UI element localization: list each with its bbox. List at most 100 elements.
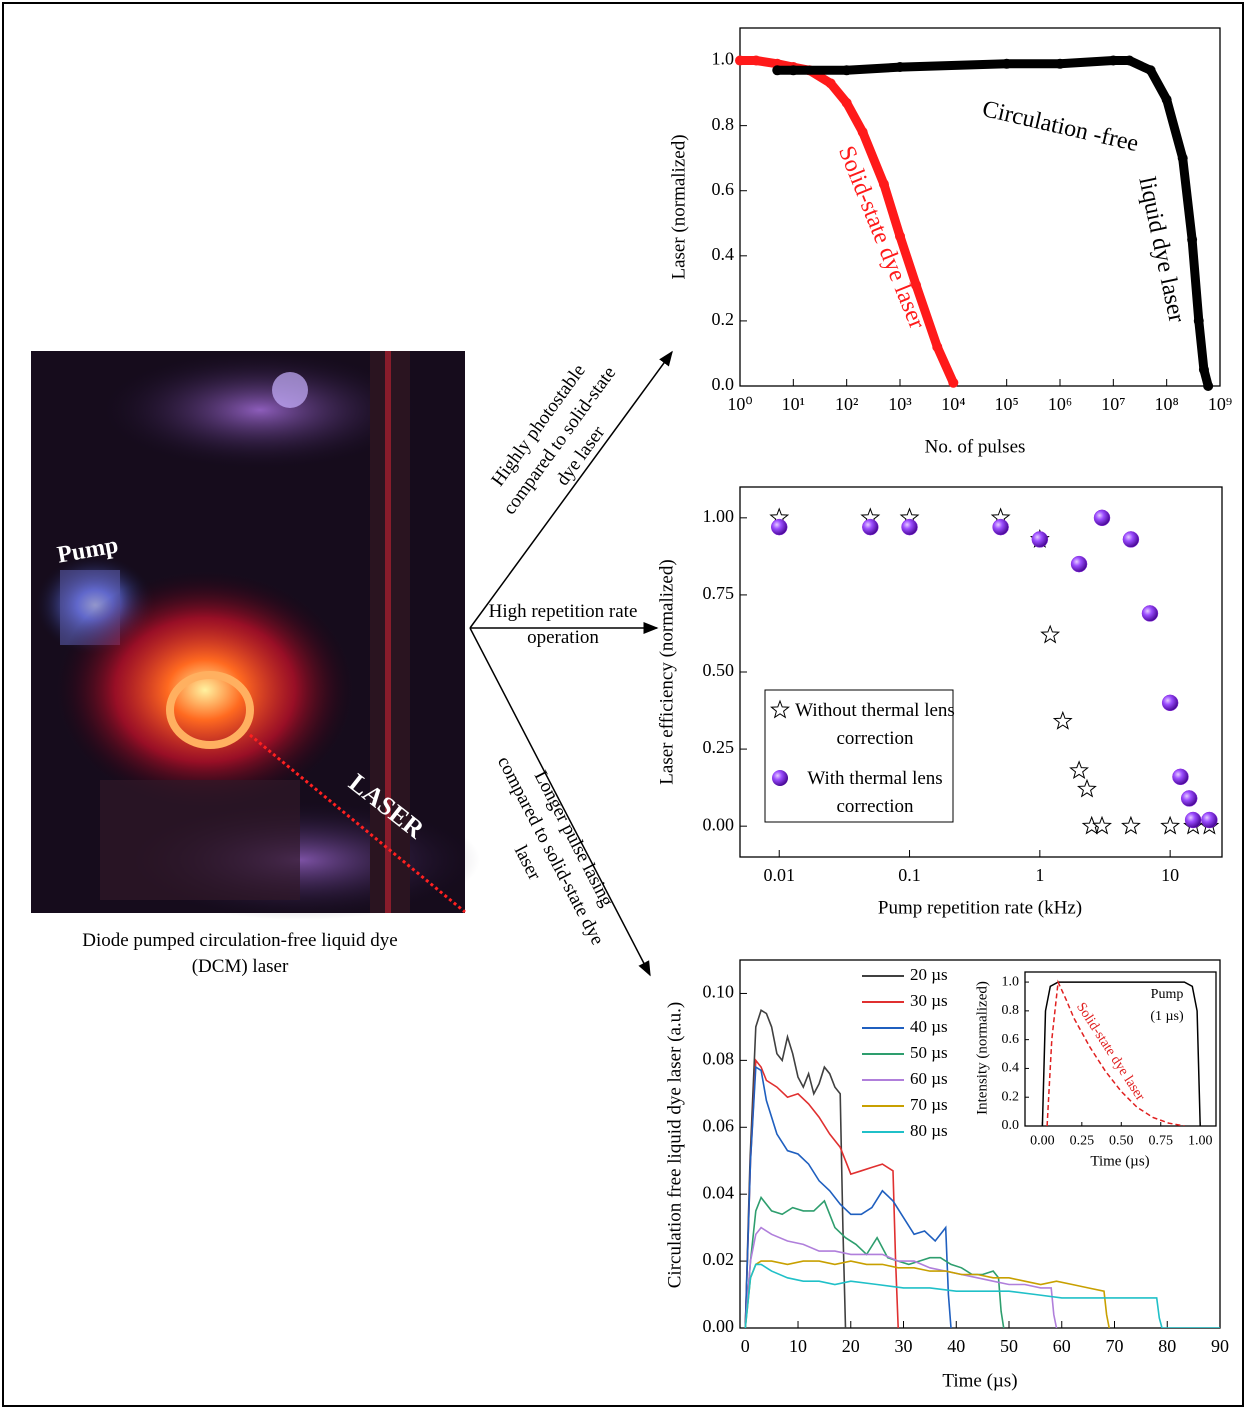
- data-line: [744, 1263, 1220, 1328]
- star-point: [1052, 710, 1073, 730]
- data-line: [1041, 981, 1201, 1126]
- y-tick-label: 0.06: [703, 1115, 735, 1135]
- y-tick-label: 0.8: [1002, 1003, 1020, 1018]
- point: [1124, 55, 1135, 66]
- x-tick-label: 0: [741, 1336, 750, 1356]
- sphere-point: [1161, 694, 1179, 712]
- x-tick-label: 70: [1106, 1336, 1124, 1356]
- plot-frame: [739, 27, 1221, 387]
- y-tick-label: 0.6: [712, 179, 735, 199]
- photo: [31, 350, 480, 920]
- data-line: [744, 1065, 952, 1328]
- star-point: [1092, 815, 1112, 835]
- legend-label: 60 µs: [910, 1069, 948, 1088]
- x-axis-label: No. of pulses: [925, 436, 1026, 457]
- x-tick-label: 90: [1211, 1336, 1229, 1356]
- sphere-point: [1141, 605, 1159, 622]
- point: [735, 55, 745, 66]
- legend-label: 40 µs: [910, 1017, 948, 1036]
- y-tick-label: 0.0: [1002, 1118, 1020, 1133]
- x-tick-label: 10⁷: [1101, 394, 1125, 414]
- x-tick-label: 20: [842, 1336, 860, 1356]
- x-axis-label: Pump repetition rate (kHz): [878, 897, 1082, 918]
- y-tick-label: 0.8: [712, 114, 735, 134]
- x-tick-label: 10⁸: [1155, 394, 1179, 414]
- y-axis-label: Intensity (normalized): [974, 981, 990, 1115]
- point: [1145, 65, 1156, 76]
- point: [911, 280, 922, 291]
- legend-label: 50 µs: [910, 1043, 948, 1062]
- star-point: [1077, 778, 1097, 798]
- sphere-point: [862, 518, 879, 536]
- star-point: [1069, 760, 1089, 780]
- sphere-point: [770, 518, 788, 536]
- y-tick-label: 0.08: [703, 1048, 735, 1068]
- star-point: [1040, 624, 1061, 644]
- point: [1108, 55, 1119, 66]
- x-tick-label: 1.00: [1188, 1134, 1213, 1149]
- y-axis-label: Laser efficiency (normalized): [656, 559, 677, 784]
- data-line: [744, 1058, 899, 1328]
- point: [1055, 58, 1065, 69]
- chart: 10⁰ 10¹ 10² 10³ 10⁴ 10⁵ 10⁶ 10⁷ 10⁸ 10⁹ 0.0 0.2 0.4 0…: [668, 27, 1232, 457]
- data-line: [744, 1226, 1058, 1328]
- sphere-point: [1201, 811, 1218, 829]
- arrow: [469, 627, 651, 977]
- x-tick-label: 10: [789, 1336, 807, 1356]
- sphere-point: [1093, 509, 1111, 527]
- sphere-point: [1180, 790, 1198, 807]
- data-line: [1046, 979, 1185, 1126]
- x-tick-label: 40: [947, 1336, 965, 1356]
- x-tick-label: 60: [1053, 1336, 1071, 1356]
- sphere-point: [901, 518, 918, 536]
- point: [948, 377, 959, 388]
- x-tick-label: 80: [1158, 1336, 1176, 1356]
- arrow: [469, 350, 673, 629]
- sphere-point: [1070, 555, 1088, 573]
- point: [857, 127, 868, 138]
- y-axis-label: Circulation free liquid dye laser (a.u.): [664, 1002, 685, 1288]
- sphere-point: [1184, 811, 1202, 829]
- y-tick-label: 0.00: [703, 814, 735, 834]
- point: [932, 341, 943, 352]
- point: [825, 78, 836, 89]
- point: [1001, 58, 1012, 69]
- y-tick-label: 0.2: [712, 309, 735, 329]
- x-tick-label: 1: [1035, 865, 1044, 885]
- x-tick-label: 10⁵: [995, 394, 1019, 414]
- y-tick-label: 0.04: [703, 1182, 735, 1202]
- y-tick-label: 0.4: [712, 244, 735, 264]
- point: [1187, 234, 1198, 245]
- y-tick-label: 1.0: [1002, 974, 1020, 989]
- x-tick-label: 10⁴: [941, 394, 965, 414]
- y-tick-label: 1.00: [703, 506, 735, 526]
- x-axis-label: Time (µs): [1090, 1153, 1149, 1169]
- sphere-point: [1031, 531, 1049, 548]
- sphere-point: [1172, 768, 1189, 786]
- point: [841, 65, 852, 76]
- photo-caption: Diode pumped circulation-free liquid dye…: [82, 930, 398, 977]
- y-tick-label: 0.02: [703, 1249, 735, 1269]
- point: [895, 62, 905, 73]
- x-tick-label: 10¹: [782, 394, 805, 414]
- chart: 0 10 20 30 40 50 60 70 80 900.000.020.040.060.080…: [664, 959, 1229, 1391]
- y-tick-label: 0.75: [703, 583, 735, 603]
- point: [1177, 153, 1188, 164]
- y-tick-label: 0.2: [1002, 1089, 1020, 1104]
- y-tick-label: 0.25: [703, 737, 735, 757]
- legend-label: 20 µs: [910, 965, 948, 984]
- star-point: [1160, 815, 1181, 835]
- sphere-point: [1122, 531, 1140, 548]
- y-tick-label: 0.6: [1002, 1032, 1020, 1047]
- x-tick-label: 10⁹: [1208, 394, 1232, 414]
- x-tick-label: 10: [1161, 865, 1179, 885]
- y-tick-label: 0.00: [703, 1316, 735, 1336]
- point: [788, 65, 799, 76]
- legend-label: 30 µs: [910, 991, 948, 1010]
- point: [1203, 381, 1214, 391]
- y-tick-label: 0.4: [1002, 1061, 1020, 1076]
- legend-marker: [772, 770, 788, 786]
